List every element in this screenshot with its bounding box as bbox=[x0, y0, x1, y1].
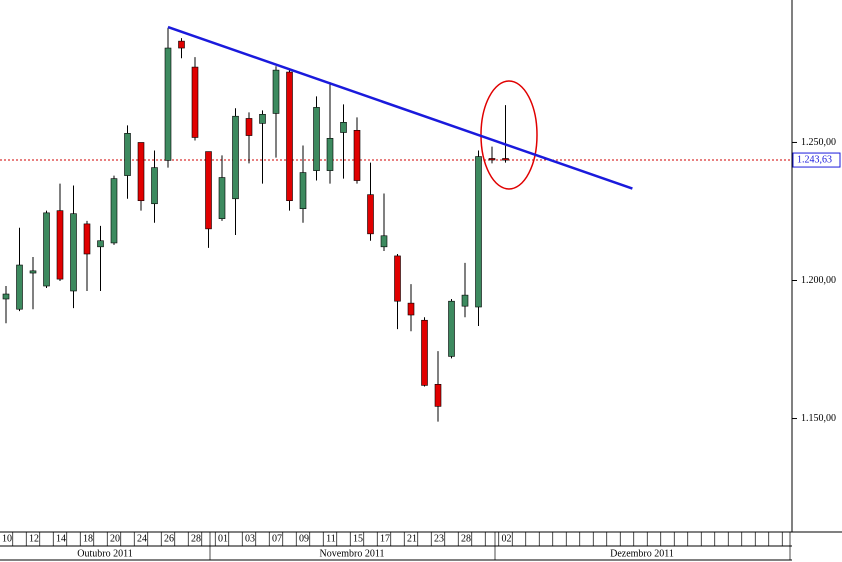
candle-body bbox=[151, 167, 158, 205]
month-label: Outubro 2011 bbox=[77, 548, 132, 559]
candle-body bbox=[97, 240, 104, 248]
x-tick-label: 14 bbox=[56, 533, 66, 544]
month-label: Novembro 2011 bbox=[320, 548, 385, 559]
candle-body bbox=[367, 194, 374, 235]
x-tick-label: 15 bbox=[353, 533, 363, 544]
candle-body bbox=[29, 270, 37, 274]
y-tick-label: 1.150,00 bbox=[801, 413, 836, 424]
candle-body bbox=[137, 142, 145, 202]
candle-body bbox=[56, 210, 64, 280]
candle-body bbox=[286, 71, 293, 202]
x-tick-label: 26 bbox=[164, 533, 174, 544]
current-price-label: 1.243,63 bbox=[797, 154, 832, 165]
x-tick-label: 23 bbox=[434, 533, 444, 544]
candle-body bbox=[16, 264, 23, 310]
candle-body bbox=[259, 113, 266, 124]
current-price-box bbox=[792, 152, 841, 168]
candle-body bbox=[164, 47, 172, 161]
x-tick-label: 09 bbox=[299, 533, 309, 544]
x-tick-label: 18 bbox=[83, 533, 93, 544]
x-tick-label: 11 bbox=[326, 533, 336, 544]
x-tick-label: 12 bbox=[29, 533, 39, 544]
candle-body bbox=[2, 293, 10, 300]
candle-body bbox=[70, 213, 77, 292]
candle-body bbox=[232, 115, 239, 200]
y-tick-label: 1.250,00 bbox=[801, 137, 836, 148]
x-tick-label: 24 bbox=[137, 533, 147, 544]
candle-body bbox=[353, 130, 361, 181]
candle-body bbox=[340, 122, 347, 133]
candle-body bbox=[205, 151, 212, 230]
candle-body bbox=[502, 158, 509, 161]
x-tick-label: 10 bbox=[2, 533, 12, 544]
candle-body bbox=[272, 69, 280, 114]
candle-body bbox=[178, 40, 185, 49]
x-tick-label: 07 bbox=[272, 533, 282, 544]
x-tick-label: 03 bbox=[245, 533, 255, 544]
candle-body bbox=[461, 294, 469, 307]
candle-body bbox=[488, 158, 496, 161]
trendline bbox=[167, 25, 633, 190]
candle-body bbox=[218, 177, 226, 219]
x-tick-label: 20 bbox=[110, 533, 120, 544]
x-tick-label: 17 bbox=[380, 533, 390, 544]
candle-body bbox=[191, 66, 199, 138]
y-tick-label: 1.200,00 bbox=[801, 275, 836, 286]
candle-body bbox=[43, 212, 50, 287]
candle-body bbox=[421, 319, 428, 386]
candle-body bbox=[380, 235, 388, 248]
candle-body bbox=[110, 178, 118, 244]
candle-body bbox=[313, 107, 320, 171]
candle-body bbox=[326, 138, 334, 171]
month-label: Dezembro 2011 bbox=[610, 548, 674, 559]
candle-body bbox=[124, 133, 131, 176]
candle-body bbox=[245, 118, 253, 136]
candle-body bbox=[407, 302, 415, 316]
candle-body bbox=[83, 223, 91, 255]
candle-body bbox=[394, 255, 401, 302]
x-tick-label: 02 bbox=[502, 533, 512, 544]
candle-body bbox=[299, 172, 307, 210]
x-tick-label: 01 bbox=[218, 533, 228, 544]
x-tick-label: 28 bbox=[461, 533, 471, 544]
x-tick-label: 21 bbox=[407, 533, 417, 544]
candle-body bbox=[434, 383, 442, 407]
x-tick-label: 28 bbox=[191, 533, 201, 544]
candle-body bbox=[475, 156, 482, 308]
candle-body bbox=[448, 300, 455, 357]
